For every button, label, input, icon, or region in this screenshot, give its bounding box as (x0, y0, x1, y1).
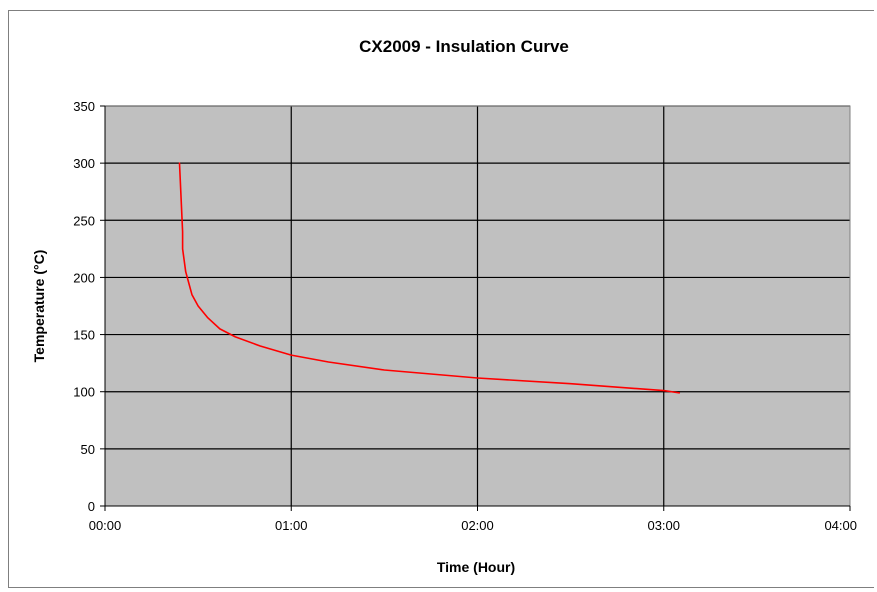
chart-title: CX2009 - Insulation Curve (359, 37, 569, 56)
y-tick-label: 250 (73, 213, 95, 228)
y-tick-label: 350 (73, 99, 95, 114)
y-axis-label: Temperature (°C) (31, 250, 47, 363)
x-tick-label: 04:00 (824, 518, 857, 533)
x-tick-label: 00:00 (89, 518, 122, 533)
x-tick-label: 03:00 (647, 518, 680, 533)
series-line-temperature (178, 162, 681, 394)
x-axis-label: Time (Hour) (437, 559, 515, 575)
x-tick-label: 01:00 (275, 518, 308, 533)
y-tick-label: 100 (73, 385, 95, 400)
y-tick-label: 200 (73, 270, 95, 285)
series-layer (178, 162, 681, 394)
x-tick-label: 02:00 (461, 518, 494, 533)
y-tick-label: 300 (73, 156, 95, 171)
y-tick-label: 150 (73, 328, 95, 343)
y-tick-label: 0 (88, 499, 95, 514)
y-tick-label: 50 (81, 442, 95, 457)
tick-layer: 0 50 100 150 200 250 300 350 00:00 01:00 02:00 03:0… (73, 99, 857, 533)
plot-layer (104, 105, 851, 507)
